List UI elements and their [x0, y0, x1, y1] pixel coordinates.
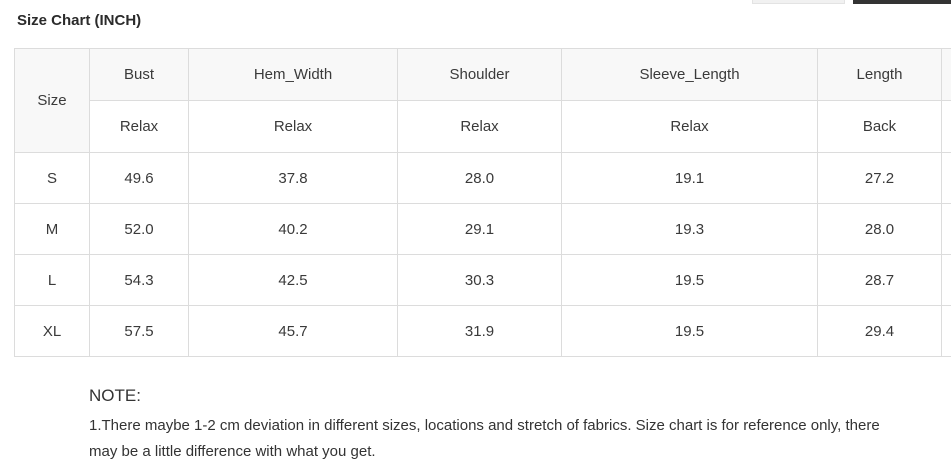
cell-value: 27.2 — [817, 152, 942, 204]
size-chart-table: Size Bust Hem_Width Shoulder Sleeve_Leng… — [14, 48, 951, 357]
cm-toggle-button[interactable] — [752, 0, 845, 4]
subheader-bust: Relax — [89, 100, 189, 153]
size-chart-container: Size Bust Hem_Width Shoulder Sleeve_Leng… — [14, 48, 951, 357]
cell-value: 42.5 — [188, 254, 398, 306]
subheader-shoulder: Relax — [397, 100, 562, 153]
column-header-shoulder: Shoulder — [397, 48, 562, 101]
partial-column-cell — [941, 305, 951, 357]
table-row-s: S 49.6 37.8 28.0 19.1 27.2 — [14, 152, 951, 204]
cell-value: 40.2 — [188, 203, 398, 255]
cell-value: 29.1 — [397, 203, 562, 255]
column-header-length: Length — [817, 48, 942, 101]
size-label: XL — [14, 305, 90, 357]
cell-value: 52.0 — [89, 203, 189, 255]
note-section: NOTE: 1.There maybe 1-2 cm deviation in … — [89, 386, 884, 465]
cell-value: 45.7 — [188, 305, 398, 357]
cell-value: 19.3 — [561, 203, 818, 255]
table-row-xl: XL 57.5 45.7 31.9 19.5 29.4 — [14, 305, 951, 357]
subheader-sleeve-length: Relax — [561, 100, 818, 153]
partial-column-cell — [941, 152, 951, 204]
cell-value: 28.0 — [817, 203, 942, 255]
subheader-hem-width: Relax — [188, 100, 398, 153]
cell-value: 37.8 — [188, 152, 398, 204]
cell-value: 19.1 — [561, 152, 818, 204]
cell-value: 54.3 — [89, 254, 189, 306]
partial-column-cell — [941, 203, 951, 255]
cell-value: 28.0 — [397, 152, 562, 204]
corner-header-size: Size — [14, 48, 90, 153]
partial-column-cell — [941, 254, 951, 306]
cell-value: 19.5 — [561, 305, 818, 357]
note-heading: NOTE: — [89, 386, 141, 405]
page-title: Size Chart (INCH) — [17, 12, 142, 29]
cell-value: 31.9 — [397, 305, 562, 357]
column-header-bust: Bust — [89, 48, 189, 101]
size-label: L — [14, 254, 90, 306]
cell-value: 28.7 — [817, 254, 942, 306]
size-label: M — [14, 203, 90, 255]
header-row-measurements: Size Bust Hem_Width Shoulder Sleeve_Leng… — [14, 48, 951, 153]
partial-column-header — [941, 48, 951, 101]
cell-value: 49.6 — [89, 152, 189, 204]
cell-value: 30.3 — [397, 254, 562, 306]
note-body: 1.There maybe 1-2 cm deviation in differ… — [89, 417, 880, 460]
column-header-sleeve-length: Sleeve_Length — [561, 48, 818, 101]
cell-value: 19.5 — [561, 254, 818, 306]
partial-column-subheader — [941, 100, 951, 153]
inch-toggle-button[interactable] — [853, 0, 951, 4]
table-row-m: M 52.0 40.2 29.1 19.3 28.0 — [14, 203, 951, 255]
header-row-fit: Relax Relax Relax Relax Back — [15, 100, 951, 153]
subheader-length: Back — [817, 100, 942, 153]
cell-value: 29.4 — [817, 305, 942, 357]
size-label: S — [14, 152, 90, 204]
table-row-l: L 54.3 42.5 30.3 19.5 28.7 — [14, 254, 951, 306]
column-header-hem-width: Hem_Width — [188, 48, 398, 101]
cell-value: 57.5 — [89, 305, 189, 357]
